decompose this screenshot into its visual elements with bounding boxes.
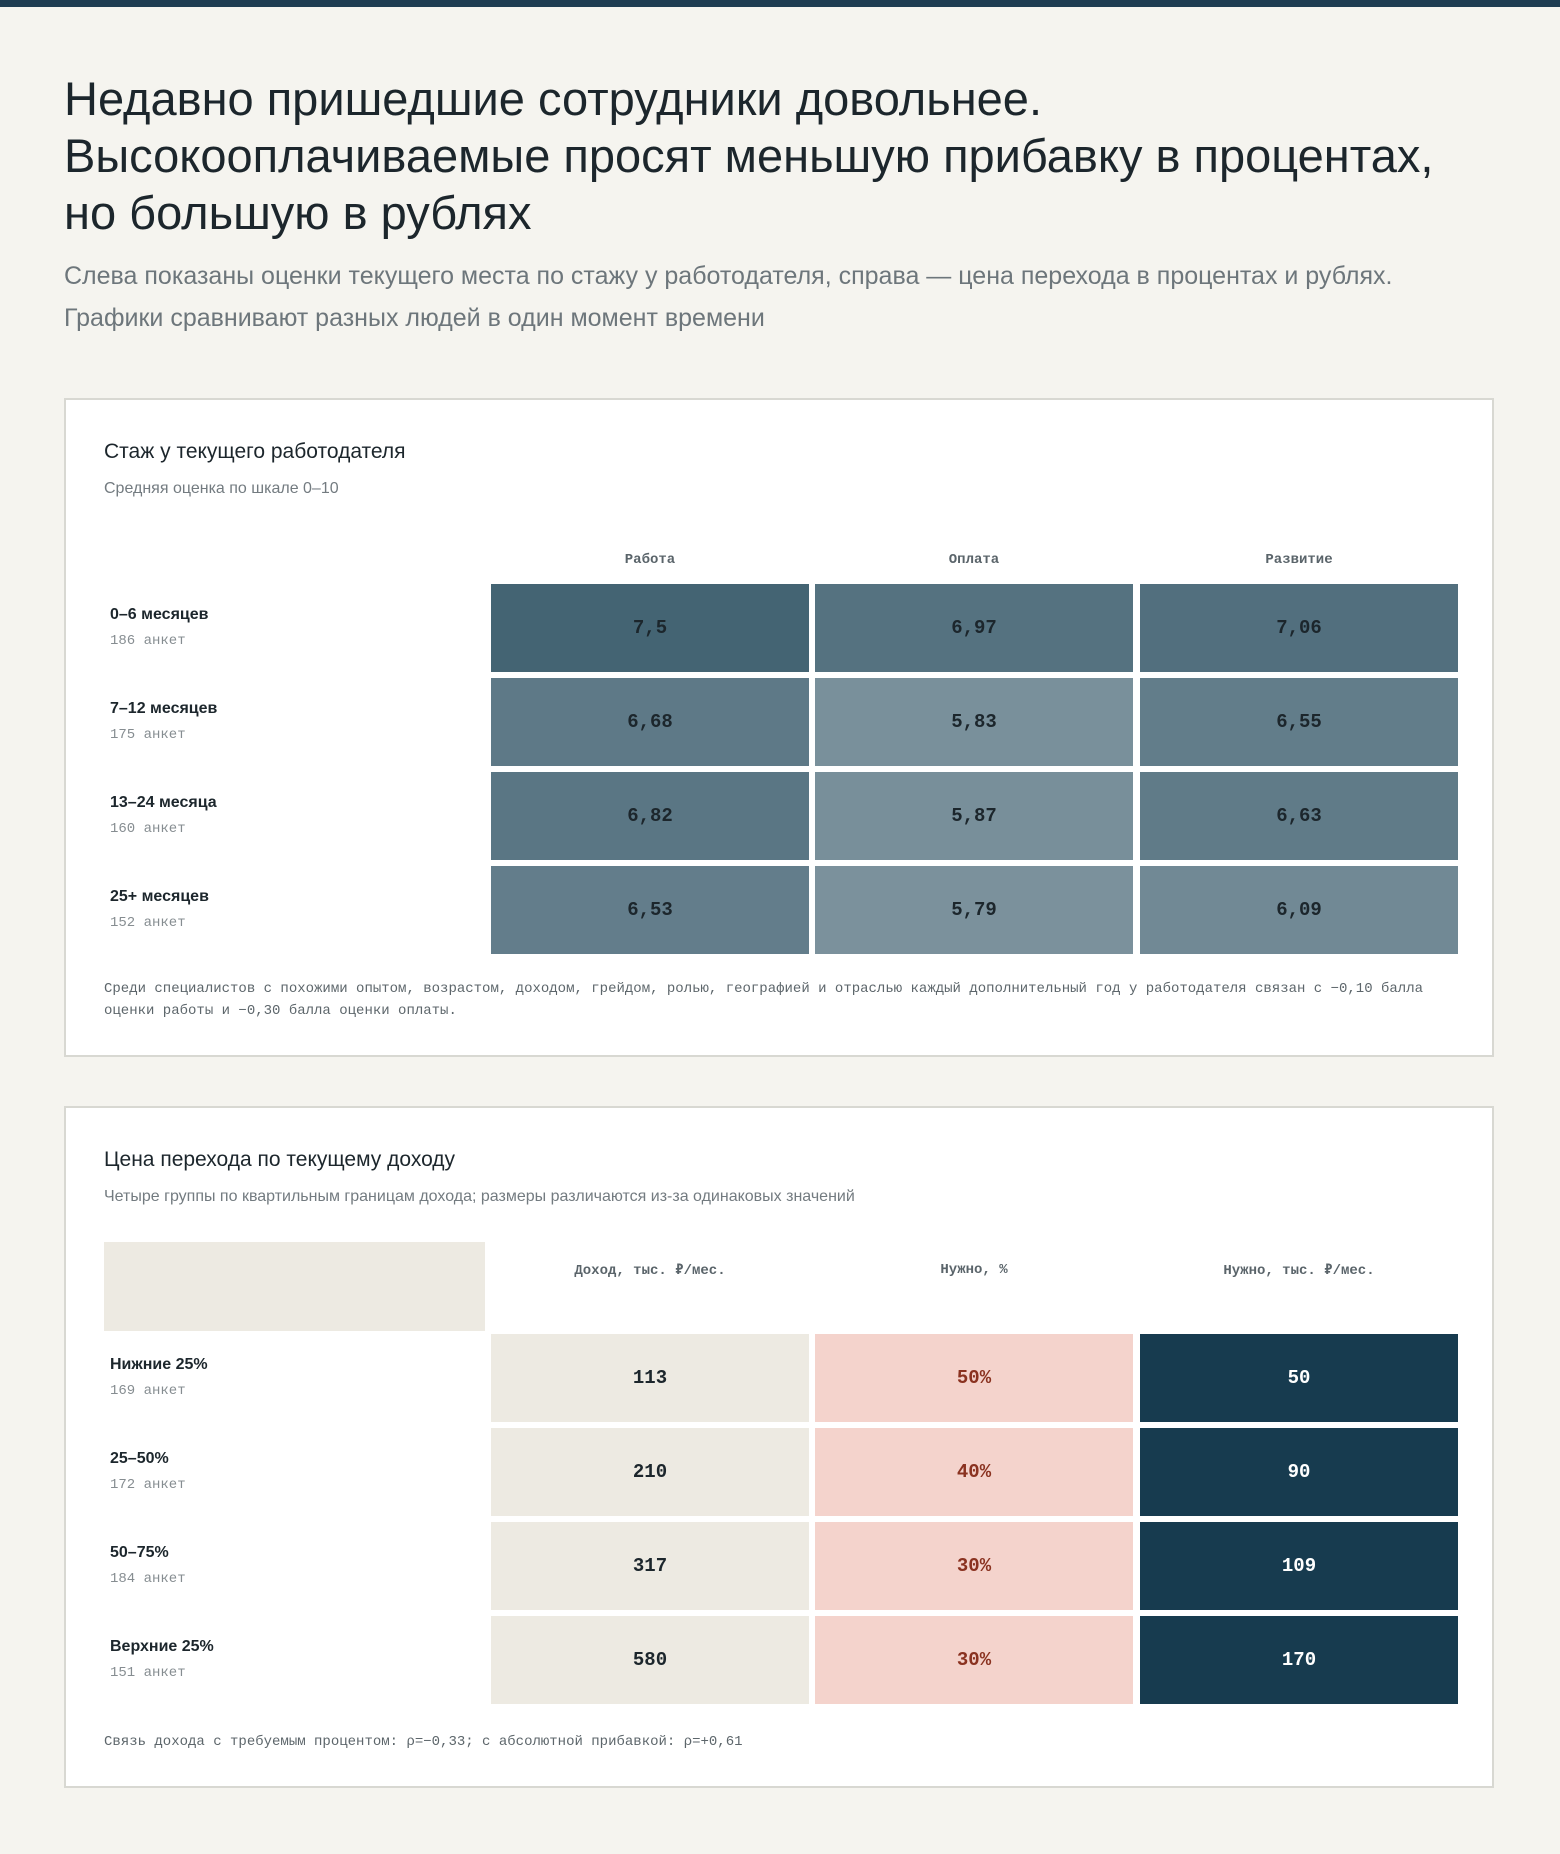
page-subtitle-line: Слева показаны оценки текущего места по …	[64, 262, 1393, 290]
table-cell: 109	[1140, 1522, 1458, 1610]
page-title-line: Недавно пришедшие сотрудники довольнее.	[64, 72, 1043, 125]
column-header: Развитие	[1265, 552, 1333, 568]
row-name: Нижние 25%	[110, 1356, 208, 1373]
row-response-count: 160 анкет	[110, 821, 186, 837]
row-label: Нижние 25% 169 анкет	[110, 1356, 208, 1399]
heatmap-cell: 5,83	[815, 678, 1133, 766]
row-name: 7–12 месяцев	[110, 700, 218, 717]
row-label: 13–24 месяца 160 анкет	[110, 794, 217, 837]
table-cell: 580	[491, 1616, 809, 1704]
top-accent-bar	[0, 0, 1560, 7]
row-name: 25–50%	[110, 1450, 169, 1467]
heatmap-cell: 6,68	[491, 678, 809, 766]
row-label: 7–12 месяцев 175 анкет	[110, 700, 217, 743]
row-label: Верхние 25% 151 анкет	[110, 1638, 214, 1681]
row-label: 25–50% 172 анкет	[110, 1450, 186, 1493]
table-cell: 317	[491, 1522, 809, 1610]
table-cell: 30%	[815, 1522, 1133, 1610]
heatmap-cell: 6,97	[815, 584, 1133, 672]
page-subtitle-line: Графики сравнивают разных людей в один м…	[64, 304, 765, 332]
page-title-line: Высокооплачиваемые просят меньшую прибав…	[64, 129, 1434, 182]
heatmap-cell: 6,53	[491, 866, 809, 954]
table-cell: 210	[491, 1428, 809, 1516]
heatmap-cell: 5,79	[815, 866, 1133, 954]
row-name: 13–24 месяца	[110, 794, 217, 811]
tenure-chart-title: Стаж у текущего работодателя	[104, 440, 406, 463]
row-response-count: 186 анкет	[110, 633, 186, 649]
table-cell: 50	[1140, 1334, 1458, 1422]
heatmap-cell: 6,09	[1140, 866, 1458, 954]
table-cell: 40%	[815, 1428, 1133, 1516]
heatmap-cell: 7,5	[491, 584, 809, 672]
table-cell: 90	[1140, 1428, 1458, 1516]
tenure-footnote: Среди специалистов с похожими опытом, во…	[104, 978, 1454, 1022]
heatmap-cell: 6,55	[1140, 678, 1458, 766]
column-header: Оплата	[948, 552, 1000, 568]
page-subtitle: Слева показаны оценки текущего места по …	[64, 255, 1504, 339]
tenure-footnote-line: Среди специалистов с похожими опытом, во…	[104, 981, 1424, 997]
table-corner-block	[104, 1242, 485, 1331]
heatmap-cell: 7,06	[1140, 584, 1458, 672]
table-cell: 113	[491, 1334, 809, 1422]
row-name: 50–75%	[110, 1544, 169, 1561]
column-header: Нужно, %	[940, 1262, 1008, 1278]
row-response-count: 152 анкет	[110, 915, 186, 931]
page-title: Недавно пришедшие сотрудники довольнее. …	[64, 70, 1504, 241]
table-cell: 170	[1140, 1616, 1458, 1704]
column-header: Работа	[624, 552, 676, 568]
heatmap-cell: 6,63	[1140, 772, 1458, 860]
income-footnote: Связь дохода с требуемым процентом: ρ=−0…	[104, 1734, 743, 1750]
heatmap-cell: 5,87	[815, 772, 1133, 860]
row-response-count: 184 анкет	[110, 1571, 186, 1587]
table-cell: 50%	[815, 1334, 1133, 1422]
row-name: 0–6 месяцев	[110, 606, 209, 623]
row-response-count: 172 анкет	[110, 1477, 186, 1493]
income-chart-subtitle: Четыре группы по квартильным границам до…	[104, 1188, 855, 1205]
row-name: 25+ месяцев	[110, 888, 209, 905]
row-label: 0–6 месяцев 186 анкет	[110, 606, 208, 649]
tenure-heatmap-card: Стаж у текущего работодателя Средняя оце…	[64, 398, 1494, 1057]
row-response-count: 151 анкет	[110, 1665, 186, 1681]
page-title-line: но большую в рублях	[64, 186, 532, 239]
row-response-count: 175 анкет	[110, 727, 186, 743]
tenure-chart-subtitle: Средняя оценка по шкале 0–10	[104, 480, 339, 497]
tenure-footnote-line: оценки работы и −0,30 балла оценки оплат…	[104, 1003, 457, 1019]
heatmap-cell: 6,82	[491, 772, 809, 860]
column-header: Нужно, тыс. ₽/мес.	[1223, 1263, 1375, 1279]
row-name: Верхние 25%	[110, 1638, 214, 1655]
row-label: 25+ месяцев 152 анкет	[110, 888, 209, 931]
row-label: 50–75% 184 анкет	[110, 1544, 186, 1587]
row-response-count: 169 анкет	[110, 1383, 186, 1399]
table-cell: 30%	[815, 1616, 1133, 1704]
income-chart-title: Цена перехода по текущему доходу	[104, 1148, 456, 1171]
income-table-card: Цена перехода по текущему доходу Четыре …	[64, 1106, 1494, 1788]
column-header: Доход, тыс. ₽/мес.	[574, 1263, 726, 1279]
